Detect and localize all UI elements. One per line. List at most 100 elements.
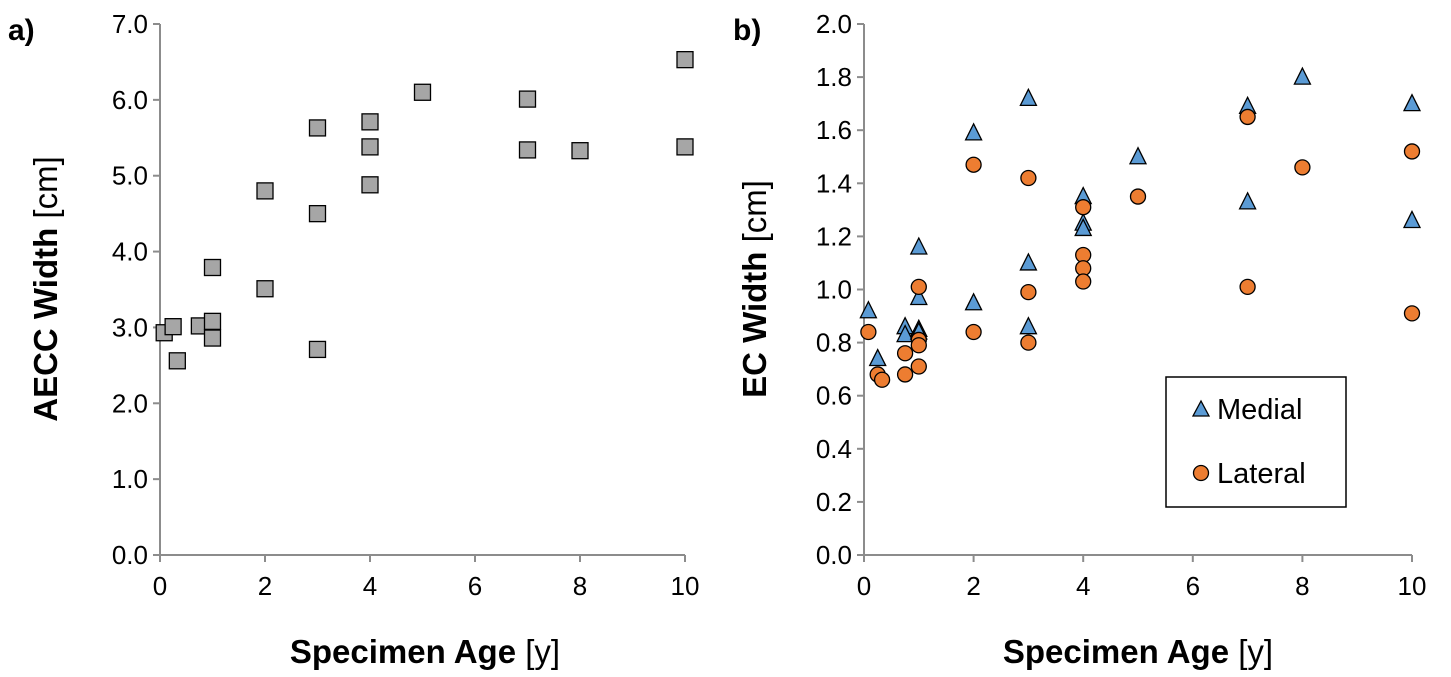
panel-a-x-ticks: 0 2 4 6 8 10: [153, 555, 700, 601]
panel-b-lateral-point: [1075, 199, 1092, 216]
panel-b-lateral-point: [1403, 305, 1421, 322]
panel-b-lateral-point: [896, 345, 914, 362]
panel-b-medial-point: [964, 292, 983, 311]
panel-b-y-axis-label-unit: [cm]: [736, 180, 773, 242]
panel-b-y-tick-label: 1.8: [816, 62, 852, 92]
panel-a-x-axis-label: Specimen Age [y]: [290, 633, 560, 670]
panel-a-x-tick-label: 10: [671, 571, 700, 601]
panel-b-y-tick-label: 0.6: [816, 381, 852, 411]
panel-b-medial-point: [1402, 93, 1422, 112]
panel-a-aecc-point: [518, 141, 537, 159]
panel-b-medial-point: [909, 287, 928, 306]
panel-b-plot-area: 0.0 0.2 0.4 0.6 0.8 1.0 1.2 1.4 1.6 1.8 2.0 0 2 4 6 8 1…: [816, 9, 1427, 601]
panel-b-x-ticks: 0 2 4 6 8 10: [857, 555, 1426, 601]
panel-a-y-axis-label: AECC Width [cm]: [27, 156, 64, 422]
panel-b-x-tick-label: 0: [857, 571, 871, 601]
panel-b-lateral-point: [860, 323, 877, 341]
panel-a-y-tick-label: 0.0: [112, 540, 148, 570]
panel-a-aecc-point: [676, 138, 694, 156]
panel-b-medial-point: [1238, 191, 1257, 210]
panel-a-y-tick-label: 2.0: [112, 388, 148, 418]
panel-b-medial-point: [1019, 252, 1038, 271]
panel-b-medial-point: [859, 300, 878, 319]
panel-b-medial-point: [1019, 316, 1038, 335]
panel-b-lateral-point: [1075, 273, 1092, 290]
panel-b-y-tick-label: 0.4: [816, 434, 852, 464]
panel-a-x-axis-label-main: Specimen Age: [290, 633, 516, 670]
panel-b-y-tick-label: 0.2: [816, 487, 852, 517]
panel-b-y-axis-label: EC Width [cm]: [736, 180, 773, 398]
panel-b-x-tick-label: 6: [1186, 571, 1200, 601]
legend-lateral-circle-icon: [1192, 464, 1210, 482]
panel-a-x-tick-label: 6: [468, 571, 482, 601]
panel-b-label: b): [733, 14, 761, 47]
panel-b-lateral-point: [910, 337, 927, 354]
panel-b-x-tick-label: 2: [966, 571, 980, 601]
panel-b-lateral-point: [896, 366, 914, 383]
panel-a-x-axis-label-unit: [y]: [525, 633, 560, 670]
panel-a-y-tick-label: 5.0: [112, 161, 148, 191]
panel-a-y-ticks: 0.0 1.0 2.0 3.0 4.0 5.0 6.0 7.0: [112, 9, 160, 570]
panel-b-y-axis-label-main: EC Width: [736, 252, 773, 398]
panel-b-x-axis-label-main: Specimen Age: [1003, 633, 1229, 670]
panel-a-aecc-point: [361, 113, 379, 131]
panel-a-aecc-point: [256, 280, 274, 298]
panel-b-lateral-point: [1239, 278, 1256, 295]
panel-a-y-tick-label: 6.0: [112, 85, 148, 115]
panel-b-lateral-point: [1239, 108, 1256, 126]
panel-a-chart: a) 0.0 1.0 2.0 3.0 4.0 5.0 6.0 7.0 0 2 4 6 8 10 AECC…: [8, 9, 699, 670]
panel-a-x-tick-label: 4: [363, 571, 377, 601]
panel-b-y-tick-label: 1.2: [816, 221, 852, 251]
panel-b-medial-point: [868, 348, 887, 367]
panel-b-points: [859, 66, 1422, 388]
legend: Medial Lateral: [1165, 376, 1347, 508]
panel-b-medial-point: [1019, 87, 1038, 106]
panel-a-aecc-point: [308, 119, 327, 137]
panel-b-chart: b) 0.0 0.2 0.4 0.6 0.8 1.0 1.2 1.4 1.6 1.8 2.0 0 2 4…: [733, 9, 1426, 670]
panel-b-medial-point: [964, 122, 983, 141]
panel-b-y-ticks: 0.0 0.2 0.4 0.6 0.8 1.0 1.2 1.4 1.6 1.8 2.0: [816, 9, 864, 570]
panel-b-x-tick-label: 8: [1295, 571, 1309, 601]
panel-a-label: a): [8, 14, 35, 47]
panel-a-y-tick-label: 4.0: [112, 237, 148, 267]
legend-medial-triangle-icon: [1191, 399, 1211, 417]
panel-b-y-tick-label: 2.0: [816, 9, 852, 39]
panel-a-y-axis-label-unit: [cm]: [27, 156, 64, 218]
panel-a-y-axis-label-main: AECC Width: [27, 228, 64, 422]
panel-a-aecc-point: [361, 176, 379, 194]
panel-b-y-tick-label: 1.6: [816, 115, 852, 145]
legend-lateral-label: Lateral: [1217, 458, 1306, 490]
panel-a-aecc-point: [413, 83, 432, 101]
panel-a-plot-area: 0.0 1.0 2.0 3.0 4.0 5.0 6.0 7.0 0 2 4 6 8 10: [112, 9, 700, 601]
panel-b-lateral-point: [1020, 334, 1037, 351]
panel-b-lateral-point: [965, 156, 982, 173]
panel-a-aecc-point: [361, 138, 379, 156]
panel-a-aecc-point: [571, 142, 589, 160]
panel-b-x-axis-label: Specimen Age [y]: [1003, 633, 1273, 670]
panel-a-x-tick-label: 2: [258, 571, 272, 601]
legend-box: [1165, 376, 1347, 508]
panel-a-aecc-point: [256, 182, 274, 200]
panel-b-medial-point: [1402, 210, 1422, 229]
panel-b-medial-point: [909, 236, 928, 255]
panel-a-aecc-point: [168, 352, 186, 370]
panel-a-aecc-point: [164, 318, 182, 336]
panel-a-points: [155, 51, 694, 370]
legend-item-medial: Medial: [1191, 394, 1302, 426]
panel-b-x-tick-label: 4: [1076, 571, 1090, 601]
panel-b-y-tick-label: 0.0: [816, 540, 852, 570]
panel-a-y-tick-label: 3.0: [112, 312, 148, 342]
panel-b-medial-point: [1128, 146, 1148, 165]
panel-a-y-tick-label: 7.0: [112, 9, 148, 39]
panel-b-lateral-point: [1294, 159, 1311, 176]
panel-b-x-axis-label-unit: [y]: [1238, 633, 1273, 670]
panel-a-aecc-point: [518, 90, 537, 108]
panel-b-medial-point: [1074, 217, 1093, 237]
panel-b-lateral-point: [910, 358, 927, 375]
panel-a-aecc-point: [203, 258, 222, 277]
panel-a-aecc-point: [203, 312, 222, 331]
panel-b-lateral-point: [910, 278, 927, 295]
legend-item-lateral: Lateral: [1192, 458, 1306, 490]
panel-b-medial-point: [1293, 66, 1312, 85]
